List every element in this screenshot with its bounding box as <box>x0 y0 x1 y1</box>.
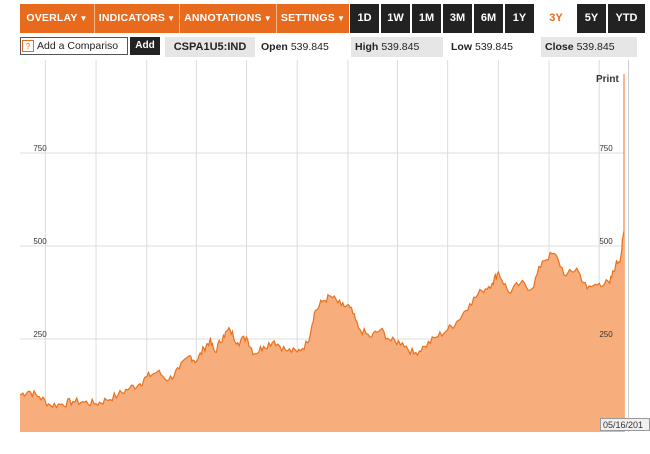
price-series-line <box>19 230 625 409</box>
add-comparison-button[interactable]: Add <box>130 37 160 55</box>
close-value: 539.845 <box>576 41 615 53</box>
print-link[interactable]: Print <box>596 74 619 85</box>
settings-menu-label: SETTINGS <box>280 12 335 24</box>
toolbar-divider <box>94 4 95 33</box>
range-6m-button[interactable]: 6M <box>474 4 503 33</box>
range-1w-button[interactable]: 1W <box>381 4 410 33</box>
close-label: Close <box>545 41 574 53</box>
range-3y-button[interactable]: 3Y <box>536 4 576 33</box>
open-stat: Open 539.845 <box>257 37 349 57</box>
toolbar-divider <box>179 4 180 33</box>
range-1m-button[interactable]: 1M <box>412 4 441 33</box>
y-tick-label: 750 <box>33 144 47 153</box>
annotations-menu-label: ANNOTATIONS <box>184 12 262 24</box>
range-3m-button[interactable]: 3M <box>443 4 472 33</box>
y-tick-label: 500 <box>33 237 47 246</box>
caret-down-icon: ▼ <box>79 14 88 23</box>
y-tick-label: 250 <box>33 330 47 339</box>
y-tick-label: 750 <box>599 144 613 153</box>
range-1y-button[interactable]: 1Y <box>505 4 534 33</box>
toolbar-divider <box>276 4 277 33</box>
help-icon[interactable]: ? <box>22 40 34 52</box>
ticker-symbol: CSPA1U5:IND <box>165 37 255 57</box>
price-chart-frame: 250250500500750750JULOCT2010APRJULOCT201… <box>19 60 629 444</box>
low-label: Low <box>451 41 472 53</box>
range-1d-button[interactable]: 1D <box>350 4 379 33</box>
y-tick-label: 500 <box>599 237 613 246</box>
price-chart[interactable]: 250250500500750750JULOCT2010APRJULOCT201… <box>19 60 628 444</box>
close-stat: Close 539.845 <box>541 37 637 57</box>
high-value: 539.845 <box>381 41 420 53</box>
y-tick-label: 250 <box>599 330 613 339</box>
range-5y-button[interactable]: 5Y <box>577 4 606 33</box>
high-stat: High 539.845 <box>351 37 443 57</box>
chart-toolbar: OVERLAY ▼ INDICATORS ▼ ANNOTATIONS ▼ SETTIN… <box>20 4 645 33</box>
range-ytd-button[interactable]: YTD <box>608 4 645 33</box>
overlay-menu-label: OVERLAY <box>26 12 78 24</box>
settings-menu[interactable]: SETTINGS ▼ <box>277 4 349 33</box>
open-value: 539.845 <box>290 41 329 53</box>
high-label: High <box>355 41 379 53</box>
low-value: 539.845 <box>475 41 513 53</box>
overlay-menu[interactable]: OVERLAY ▼ <box>20 4 94 33</box>
open-label: Open <box>261 41 288 53</box>
indicators-menu-label: INDICATORS <box>98 12 166 24</box>
annotations-menu[interactable]: ANNOTATIONS ▼ <box>180 4 276 33</box>
indicators-menu[interactable]: INDICATORS ▼ <box>95 4 179 33</box>
caret-down-icon: ▼ <box>167 14 176 23</box>
last-date-tag: 05/16/201 <box>600 418 650 431</box>
caret-down-icon: ▼ <box>336 14 346 23</box>
low-stat: Low 539.845 <box>447 37 537 57</box>
price-area-fill <box>20 231 624 432</box>
caret-down-icon: ▼ <box>263 14 272 23</box>
comparison-input[interactable] <box>20 37 128 55</box>
